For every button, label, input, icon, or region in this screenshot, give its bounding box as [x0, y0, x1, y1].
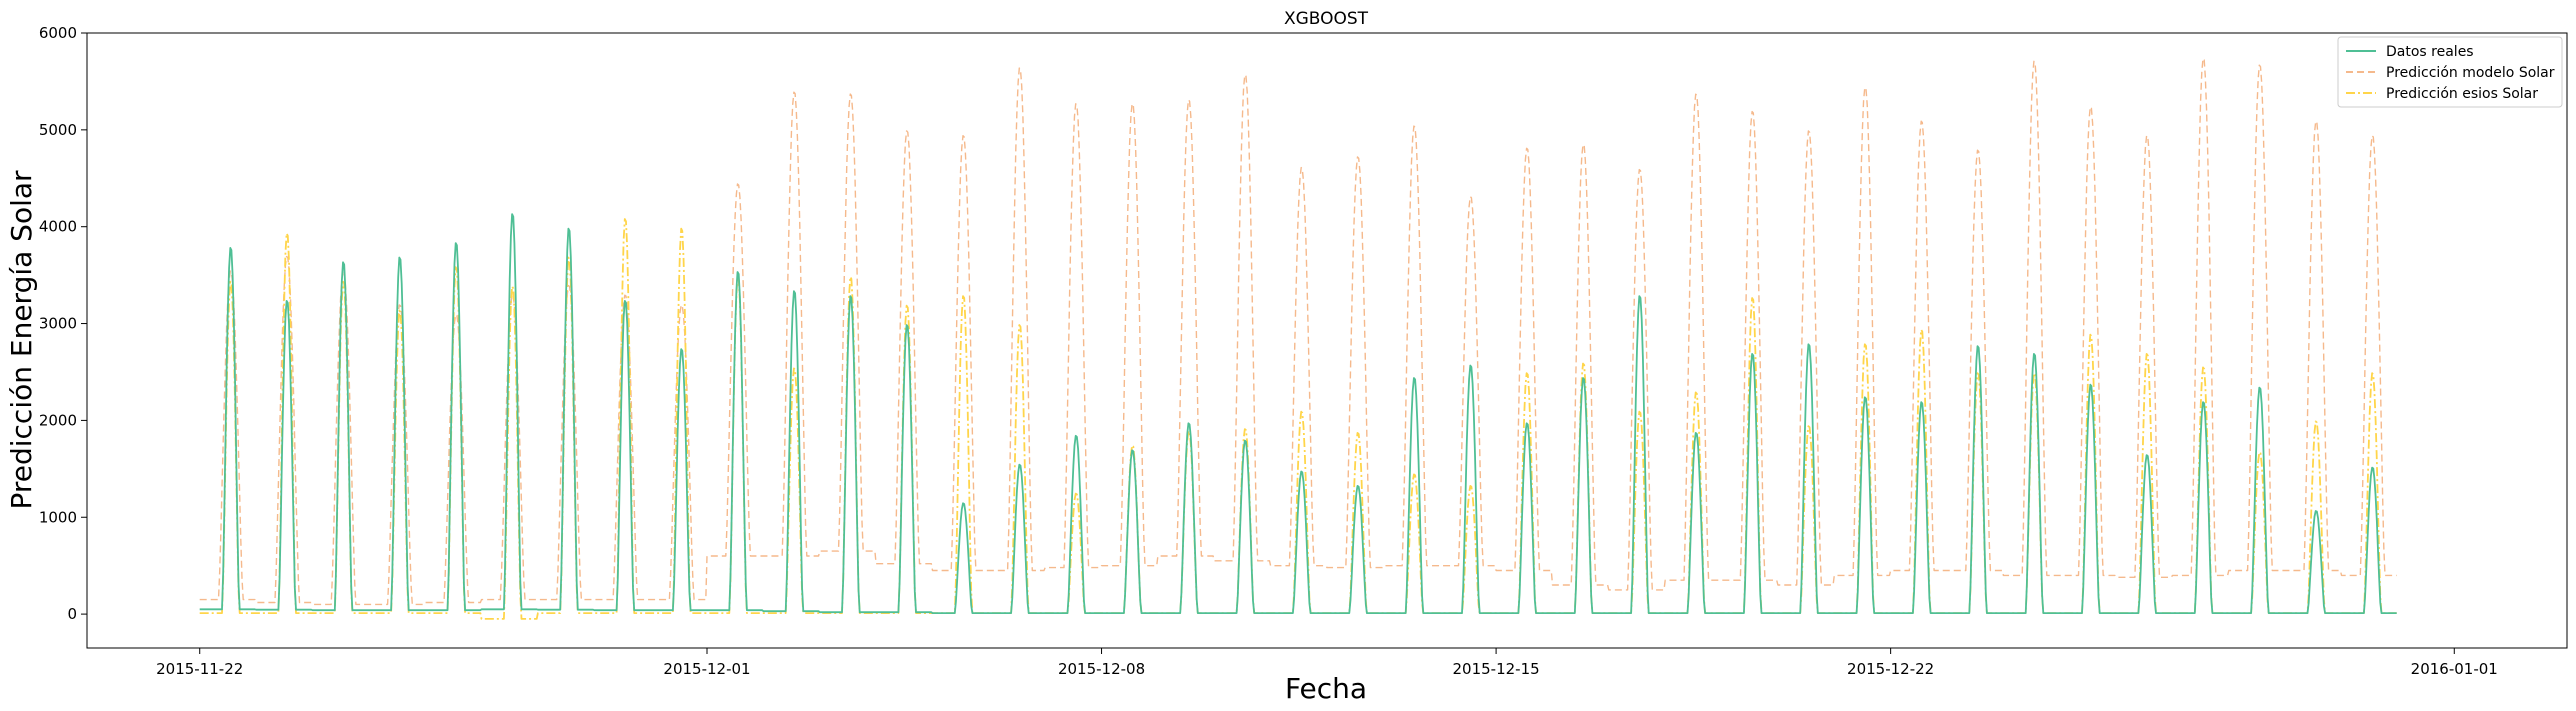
legend-label-prediccion-esios: Predicción esios Solar: [2386, 86, 2538, 102]
y-axis-label: Predicción Energía Solar: [5, 170, 38, 510]
series-line-2: [199, 218, 2397, 620]
y-tick-label: 3000: [39, 315, 77, 333]
x-tick-label: 2015-12-15: [1452, 660, 1539, 678]
plot-frame: [86, 32, 2568, 649]
series-line-0: [199, 213, 2397, 614]
x-tick-label: 2015-12-01: [663, 660, 750, 678]
legend-label-prediccion-modelo: Predicción modelo Solar: [2386, 65, 2555, 81]
x-tick-label: 2015-12-22: [1847, 660, 1934, 678]
x-axis-ticks: 2015-11-22 2015-12-01 2015-12-08 2015-12-15…: [156, 648, 2498, 678]
legend-label-datos-reales: Datos reales: [2386, 44, 2474, 60]
y-tick-label: 0: [67, 605, 77, 623]
y-axis-ticks: 0 1000 2000 3000 4000 5000 6000: [39, 24, 87, 623]
chart-title: XGBOOST: [1284, 9, 1369, 29]
y-tick-label: 1000: [39, 508, 77, 526]
x-tick-label: 2015-11-22: [156, 660, 243, 678]
legend-box: [2337, 36, 2563, 108]
y-tick-label: 6000: [39, 24, 77, 42]
x-axis-label: Fecha: [1285, 672, 1367, 705]
series-layer: [199, 57, 2397, 620]
y-tick-label: 4000: [39, 218, 77, 236]
y-tick-label: 5000: [39, 121, 77, 139]
legend: Datos reales Predicción modelo Solar Pre…: [2337, 36, 2563, 108]
y-tick-label: 2000: [39, 411, 77, 429]
x-tick-label: 2016-01-01: [2411, 660, 2498, 678]
x-tick-label: 2015-12-08: [1058, 660, 1145, 678]
